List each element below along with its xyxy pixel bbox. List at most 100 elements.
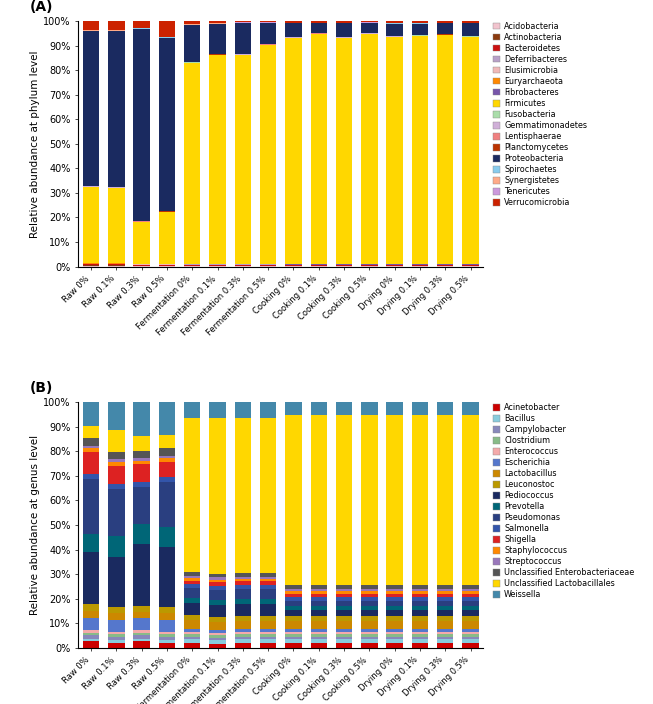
Bar [133,543,150,605]
Bar [336,591,352,593]
Bar [387,639,403,643]
Bar [311,636,327,639]
Bar [462,631,479,634]
Bar [437,265,453,266]
Bar [210,644,226,648]
Bar [159,527,175,547]
Bar [462,606,479,610]
Bar [133,635,150,639]
Bar [184,25,200,61]
Bar [83,604,99,610]
Bar [133,451,150,458]
Bar [184,21,200,24]
Bar [285,265,302,266]
Bar [437,631,453,634]
Bar [184,643,200,648]
Bar [184,418,200,572]
Bar [336,598,352,601]
Bar [336,585,352,589]
Bar [387,621,403,629]
Bar [462,610,479,616]
Bar [311,23,327,33]
Bar [336,621,352,629]
Bar [108,266,125,267]
Bar [361,616,377,621]
Text: (B): (B) [30,382,53,396]
Bar [83,635,99,639]
Bar [311,634,327,636]
Bar [387,610,403,616]
Bar [210,617,226,622]
Bar [311,402,327,415]
Bar [285,21,302,23]
Bar [311,598,327,601]
Bar [184,63,200,263]
Bar [412,606,428,610]
Bar [260,573,276,577]
Bar [260,639,276,643]
Bar [336,265,352,266]
Bar [361,631,377,634]
Bar [387,589,403,591]
Bar [285,23,302,37]
Bar [412,601,428,606]
Bar [437,634,453,636]
Bar [412,402,428,415]
Bar [260,621,276,629]
Bar [234,402,251,418]
Bar [210,56,226,263]
Bar [361,415,377,585]
Bar [83,641,99,648]
Bar [234,639,251,643]
Bar [83,610,99,618]
Bar [311,593,327,598]
Bar [133,605,150,612]
Bar [387,616,403,621]
Bar [234,636,251,639]
Bar [311,415,327,585]
Y-axis label: Relative abundance at genus level: Relative abundance at genus level [30,435,40,615]
Bar [83,618,99,630]
Bar [184,636,200,639]
Bar [210,24,226,54]
Bar [285,589,302,591]
Bar [285,585,302,589]
Bar [108,462,125,465]
Bar [234,21,251,23]
Bar [83,187,99,263]
Bar [184,578,200,581]
Bar [159,448,175,455]
Bar [210,574,226,577]
Bar [133,639,150,641]
Bar [387,631,403,634]
Bar [361,598,377,601]
Bar [387,415,403,585]
Bar [159,631,175,634]
Bar [260,636,276,639]
Bar [412,631,428,634]
Bar [260,585,276,589]
Bar [108,634,125,636]
Bar [108,643,125,648]
Bar [285,598,302,601]
Bar [234,603,251,616]
Bar [285,606,302,610]
Bar [83,552,99,604]
Bar [83,630,99,633]
Bar [234,579,251,582]
Bar [437,23,453,34]
Bar [462,23,479,36]
Bar [387,21,403,23]
Bar [234,582,251,585]
Bar [260,418,276,573]
Bar [159,643,175,648]
Bar [108,489,125,536]
Bar [133,464,150,482]
Bar [159,636,175,640]
Bar [336,616,352,621]
Legend: Acidobacteria, Actinobacteria, Bacteroidetes, Deferribacteres, Elusimicrobia, Eu: Acidobacteria, Actinobacteria, Bacteroid… [491,20,589,208]
Bar [234,643,251,648]
Bar [210,630,226,633]
Bar [462,589,479,591]
Bar [412,21,428,23]
